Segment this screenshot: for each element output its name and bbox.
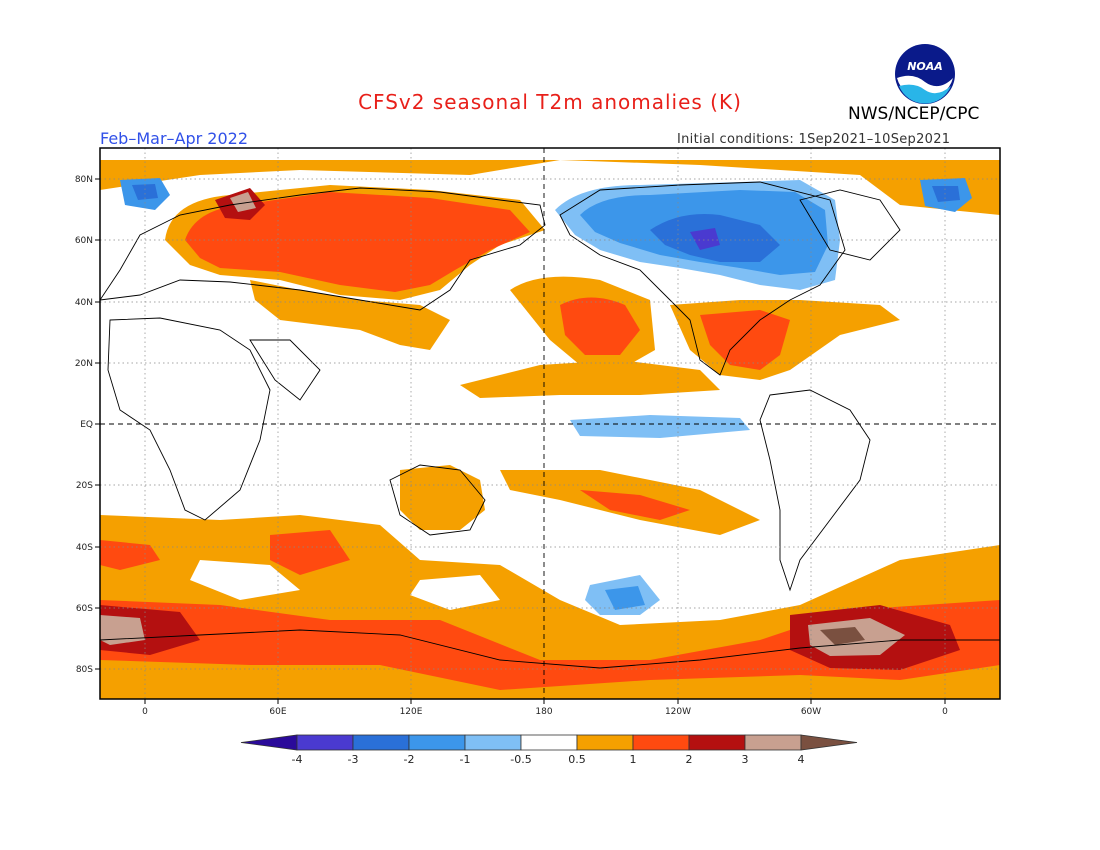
graticule: [100, 148, 1000, 699]
lat-label-eq: EQ: [80, 420, 93, 430]
lon-label-120e: 120E: [400, 707, 423, 717]
colorbar-label: 3: [742, 753, 749, 766]
colorbar-label: -3: [348, 753, 359, 766]
lat-label-20s: 20S: [76, 481, 93, 491]
lat-label-40n: 40N: [75, 298, 93, 308]
colorbar-swatch: [464, 734, 522, 751]
initial-conditions-label: Initial conditions: 1Sep2021–10Sep2021: [677, 132, 951, 147]
colorbar-label: 4: [798, 753, 805, 766]
colorbar-swatch: [688, 734, 746, 751]
colorbar: -4 -3 -2 -1 -0.5 0.5 1 2 3 4: [240, 734, 858, 766]
colorbar-label: -4: [292, 753, 303, 766]
colorbar-swatch: [744, 734, 802, 751]
colorbar-arrow-low: [240, 734, 298, 751]
organization-label: NWS/NCEP/CPC: [848, 104, 980, 124]
lat-label-60n: 60N: [75, 236, 93, 246]
colorbar-arrow-high: [800, 734, 858, 751]
colorbar-swatch: [632, 734, 690, 751]
lon-label-0-left: 0: [142, 707, 148, 717]
colorbar-swatch: [296, 734, 354, 751]
colorbar-label: -1: [460, 753, 471, 766]
longitude-axis: [144, 699, 946, 704]
lat-label-20n: 20N: [75, 359, 93, 369]
colorbar-label: 1: [630, 753, 637, 766]
lon-label-0-right: 0: [942, 707, 948, 717]
colorbar-swatch: [408, 734, 466, 751]
latitude-axis: [95, 178, 100, 670]
lon-label-120w: 120W: [665, 707, 691, 717]
lon-label-60w: 60W: [801, 707, 821, 717]
anomaly-field: [100, 148, 1000, 699]
lat-label-80s: 80S: [76, 665, 93, 675]
coastlines: [100, 181, 1000, 669]
lat-label-60s: 60S: [76, 604, 93, 614]
lon-label-60e: 60E: [269, 707, 286, 717]
noaa-logo: NOAA: [895, 44, 955, 104]
logo-text: NOAA: [907, 60, 943, 73]
colorbar-label: 2: [686, 753, 693, 766]
colorbar-swatch: [576, 734, 634, 751]
lat-label-80n: 80N: [75, 175, 93, 185]
colorbar-swatch: [352, 734, 410, 751]
map-title: CFSv2 seasonal T2m anomalies (K): [358, 90, 742, 114]
season-label: Feb–Mar–Apr 2022: [100, 129, 248, 148]
lon-label-180: 180: [535, 707, 552, 717]
colorbar-label: 0.5: [568, 753, 586, 766]
colorbar-swatch: [520, 734, 578, 751]
colorbar-label: -0.5: [510, 753, 531, 766]
colorbar-label: -2: [404, 753, 415, 766]
lat-label-40s: 40S: [76, 543, 93, 553]
